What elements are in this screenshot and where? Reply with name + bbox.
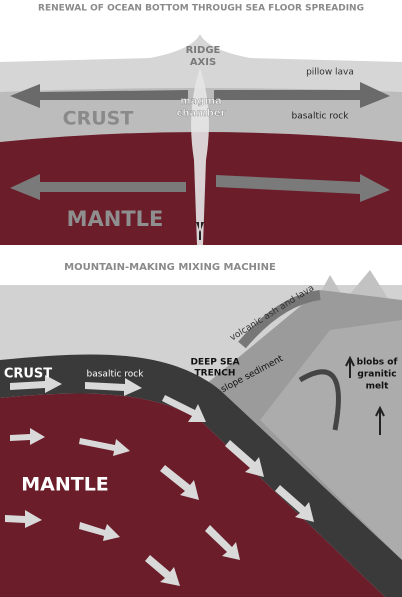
arrow bbox=[214, 82, 390, 108]
label: MANTLE bbox=[67, 207, 164, 231]
ash-arrow bbox=[238, 290, 321, 349]
label: basaltic rock bbox=[292, 112, 350, 122]
flow-arrows bbox=[5, 375, 314, 586]
title: MOUNTAIN-MAKING MIXING MACHINE bbox=[64, 262, 276, 273]
continental-crust bbox=[260, 320, 402, 560]
label: CRUST bbox=[63, 108, 134, 130]
magma-chamber bbox=[191, 68, 209, 245]
arrow bbox=[85, 378, 142, 396]
label: AXIS bbox=[190, 57, 216, 68]
crust-slab bbox=[0, 354, 402, 597]
label: chamber bbox=[176, 108, 225, 119]
circulation-arrow bbox=[298, 369, 341, 431]
arrow bbox=[225, 440, 264, 477]
label: CRUST bbox=[4, 367, 52, 382]
spreading-arrows bbox=[10, 82, 390, 202]
arrow bbox=[10, 84, 188, 108]
melt-arrows bbox=[345, 355, 385, 435]
label: magma bbox=[180, 96, 222, 107]
label: MANTLE bbox=[21, 474, 109, 496]
arrow bbox=[10, 174, 186, 200]
label: basaltic rock bbox=[87, 370, 145, 380]
arrow bbox=[162, 395, 206, 422]
arrow bbox=[205, 525, 240, 560]
label: melt bbox=[366, 382, 390, 392]
up-arrow bbox=[196, 222, 204, 240]
label: pillow lava bbox=[306, 68, 354, 78]
arrow bbox=[79, 522, 120, 541]
label: blobs of bbox=[357, 358, 398, 368]
label: granitic bbox=[357, 370, 396, 380]
label: RIDGE bbox=[186, 45, 221, 56]
label: DEEP SEA bbox=[190, 358, 239, 368]
label: TRENCH bbox=[195, 369, 236, 379]
arrow bbox=[79, 438, 130, 456]
arrow bbox=[160, 465, 199, 500]
arrow bbox=[275, 485, 314, 522]
arrow bbox=[216, 174, 390, 202]
arrow bbox=[145, 555, 180, 586]
arrow bbox=[10, 428, 45, 445]
arrow bbox=[10, 375, 62, 393]
title: RENEWAL OF OCEAN BOTTOM THROUGH SEA FLOO… bbox=[38, 4, 364, 14]
arrow bbox=[5, 510, 42, 528]
